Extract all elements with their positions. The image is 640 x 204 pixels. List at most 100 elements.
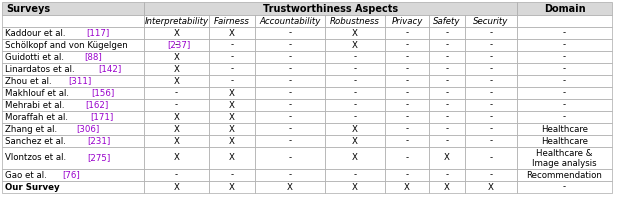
Bar xyxy=(385,63,429,75)
Text: X: X xyxy=(229,29,235,38)
Text: -: - xyxy=(175,101,178,110)
Text: -: - xyxy=(405,76,408,85)
Bar xyxy=(517,75,612,87)
Text: X: X xyxy=(173,136,179,145)
Bar xyxy=(209,87,255,99)
Bar xyxy=(517,63,612,75)
Text: X: X xyxy=(173,183,179,192)
Text: Security: Security xyxy=(474,17,509,26)
Bar xyxy=(429,111,465,123)
Text: X: X xyxy=(173,153,179,163)
Bar xyxy=(385,147,429,169)
Bar xyxy=(2,51,144,63)
Text: -: - xyxy=(289,76,292,85)
Bar xyxy=(255,147,325,169)
Text: -: - xyxy=(405,171,408,180)
Text: -: - xyxy=(353,76,356,85)
Bar xyxy=(429,169,465,181)
Bar xyxy=(517,87,612,99)
Text: -: - xyxy=(289,136,292,145)
Text: -: - xyxy=(353,52,356,61)
Text: X: X xyxy=(352,41,358,50)
Text: -: - xyxy=(353,171,356,180)
Text: [117]: [117] xyxy=(86,29,110,38)
Bar xyxy=(144,111,209,123)
Text: X: X xyxy=(173,29,179,38)
Text: Mehrabi et al.: Mehrabi et al. xyxy=(5,101,67,110)
Bar xyxy=(429,39,465,51)
Text: -: - xyxy=(289,29,292,38)
Text: Linardatos et al.: Linardatos et al. xyxy=(5,64,77,73)
Text: -: - xyxy=(230,64,234,73)
Bar xyxy=(325,169,385,181)
Bar xyxy=(255,99,325,111)
Bar xyxy=(144,123,209,135)
Text: Makhlouf et al.: Makhlouf et al. xyxy=(5,89,72,98)
Text: Recommendation: Recommendation xyxy=(527,171,602,180)
Bar xyxy=(255,39,325,51)
Text: -: - xyxy=(353,64,356,73)
Bar xyxy=(2,169,144,181)
Text: Kaddour et al.: Kaddour et al. xyxy=(5,29,68,38)
Text: -: - xyxy=(289,101,292,110)
Bar xyxy=(325,123,385,135)
Bar xyxy=(325,51,385,63)
Bar xyxy=(517,51,612,63)
Text: [142]: [142] xyxy=(99,64,122,73)
Bar xyxy=(517,111,612,123)
Bar xyxy=(255,15,325,27)
Text: -: - xyxy=(563,183,566,192)
Text: -: - xyxy=(445,76,449,85)
Text: -: - xyxy=(445,136,449,145)
Text: -: - xyxy=(490,112,493,122)
Bar xyxy=(325,75,385,87)
Text: Sanchez et al.: Sanchez et al. xyxy=(5,136,68,145)
Text: Fairness: Fairness xyxy=(214,17,250,26)
Text: Interpretability: Interpretability xyxy=(145,17,209,26)
Text: X: X xyxy=(229,101,235,110)
Bar xyxy=(255,181,325,193)
Bar xyxy=(385,169,429,181)
Text: -: - xyxy=(289,64,292,73)
Bar xyxy=(2,39,144,51)
Text: [171]: [171] xyxy=(90,112,113,122)
Bar xyxy=(517,2,612,15)
Bar xyxy=(209,39,255,51)
Text: Gao et al.: Gao et al. xyxy=(5,171,49,180)
Bar xyxy=(255,123,325,135)
Bar xyxy=(465,27,517,39)
Text: -: - xyxy=(289,52,292,61)
Text: -: - xyxy=(353,101,356,110)
Text: -: - xyxy=(563,52,566,61)
Bar xyxy=(209,169,255,181)
Bar xyxy=(255,87,325,99)
Text: Healthcare &: Healthcare & xyxy=(536,150,593,159)
Text: -: - xyxy=(289,153,292,163)
Text: -: - xyxy=(490,153,493,163)
Text: Zhou et al.: Zhou et al. xyxy=(5,76,54,85)
Text: -: - xyxy=(490,136,493,145)
Bar xyxy=(465,15,517,27)
Bar xyxy=(517,135,612,147)
Text: -: - xyxy=(289,89,292,98)
Text: X: X xyxy=(352,136,358,145)
Text: -: - xyxy=(563,64,566,73)
Text: Robustness: Robustness xyxy=(330,17,380,26)
Text: X: X xyxy=(173,52,179,61)
Text: -: - xyxy=(563,76,566,85)
Bar xyxy=(429,123,465,135)
Bar xyxy=(144,99,209,111)
Text: -: - xyxy=(230,76,234,85)
Bar xyxy=(429,135,465,147)
Bar xyxy=(385,181,429,193)
Text: Trustworthiness Aspects: Trustworthiness Aspects xyxy=(263,3,398,13)
Text: X: X xyxy=(173,112,179,122)
Text: Accountability: Accountability xyxy=(259,17,321,26)
Bar xyxy=(2,27,144,39)
Text: -: - xyxy=(405,153,408,163)
Text: -: - xyxy=(353,112,356,122)
Bar xyxy=(465,87,517,99)
Text: X: X xyxy=(173,76,179,85)
Bar xyxy=(2,123,144,135)
Bar xyxy=(325,135,385,147)
